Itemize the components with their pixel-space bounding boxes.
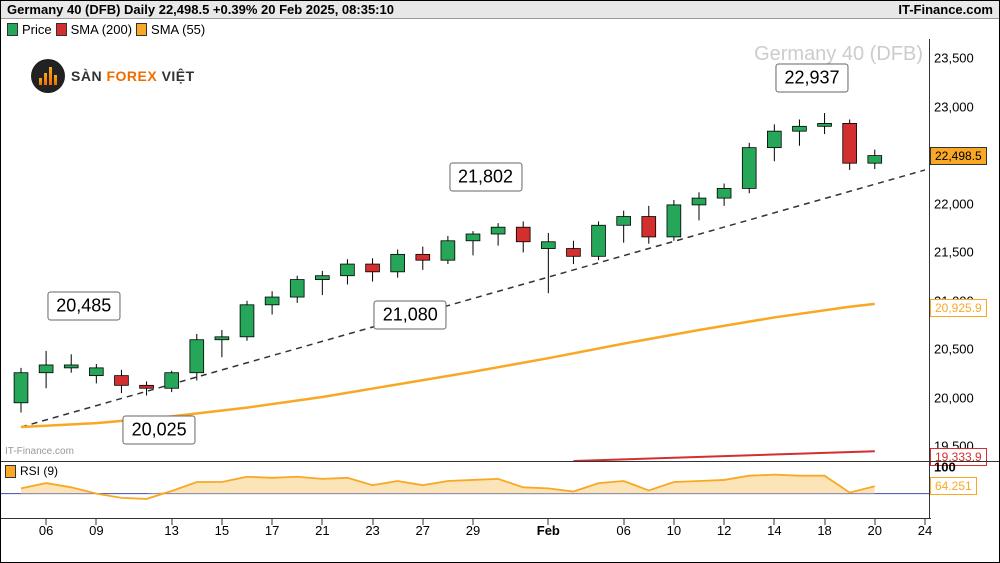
x-tick: 14 [767, 523, 781, 538]
legend-sma55-label: SMA (55) [151, 22, 205, 37]
logo-icon [31, 59, 65, 93]
logo-text: SÀN FOREX VIỆT [71, 68, 195, 84]
title-bar: Germany 40 (DFB) Daily 22,498.5 +0.39% 2… [1, 1, 999, 19]
source-label: IT-Finance.com [898, 2, 993, 17]
legend-bar: Price SMA (200) SMA (55) [1, 19, 999, 39]
watermark-small: IT-Finance.com [5, 446, 74, 457]
sma200-swatch [56, 23, 67, 36]
chart-title: Germany 40 (DFB) Daily 22,498.5 +0.39% 2… [7, 2, 394, 17]
rsi-panel[interactable]: RSI (9) [1, 461, 931, 519]
x-tick: 12 [717, 523, 731, 538]
x-tick: 21 [315, 523, 329, 538]
legend-sma55[interactable]: SMA (55) [136, 22, 205, 37]
y-tick: 20,000 [934, 390, 974, 405]
price-annotation: 20,025 [123, 415, 196, 444]
sma55-swatch [136, 23, 147, 36]
chart-svg [1, 39, 931, 461]
chart-root: Germany 40 (DFB) Daily 22,498.5 +0.39% 2… [0, 0, 1000, 563]
rsi-value-badge: 64.251 [930, 477, 977, 495]
x-tick: 29 [466, 523, 480, 538]
price-badge: 20,925.9 [930, 299, 987, 317]
x-tick: 27 [416, 523, 430, 538]
x-tick: 09 [89, 523, 103, 538]
legend-price-label: Price [22, 22, 52, 37]
rsi-y-axis: 100 64.251 [929, 461, 999, 519]
y-tick: 22,000 [934, 196, 974, 211]
rsi-swatch [5, 465, 16, 478]
x-tick: 18 [817, 523, 831, 538]
rsi-legend: RSI (9) [5, 464, 58, 478]
brand-logo: SÀN FOREX VIỆT [31, 59, 195, 93]
legend-price[interactable]: Price [7, 22, 52, 37]
y-axis: 19,50020,00020,50021,00021,50022,00022,5… [929, 39, 999, 461]
x-tick: Feb [537, 523, 560, 538]
rsi-y-tick: 100 [934, 460, 956, 475]
price-up-swatch [7, 23, 18, 36]
x-tick: 24 [918, 523, 932, 538]
main-chart-area[interactable]: Germany 40 (DFB) SÀN FOREX VIỆT IT-Finan… [1, 39, 931, 461]
y-tick: 23,000 [934, 99, 974, 114]
x-tick: 15 [215, 523, 229, 538]
y-tick: 21,500 [934, 245, 974, 260]
price-annotation: 21,802 [449, 162, 522, 191]
x-axis: 06 09 13 15 17 21 23 27 29 Feb 06 10 12 14 18 20 24 [1, 518, 931, 562]
rsi-svg [1, 462, 931, 520]
price-annotation: 21,080 [374, 301, 447, 330]
x-tick: 06 [616, 523, 630, 538]
y-tick: 23,500 [934, 51, 974, 66]
x-tick: 06 [39, 523, 53, 538]
x-tick: 23 [365, 523, 379, 538]
x-tick: 13 [164, 523, 178, 538]
legend-sma200-label: SMA (200) [71, 22, 132, 37]
x-tick: 17 [265, 523, 279, 538]
legend-sma200[interactable]: SMA (200) [56, 22, 132, 37]
price-badge: 22,498.5 [930, 147, 987, 165]
x-tick: 10 [667, 523, 681, 538]
y-tick: 20,500 [934, 342, 974, 357]
price-annotation: 20,485 [47, 291, 120, 320]
rsi-label-text: RSI (9) [20, 464, 58, 478]
x-tick: 20 [868, 523, 882, 538]
price-annotation: 22,937 [775, 63, 848, 92]
